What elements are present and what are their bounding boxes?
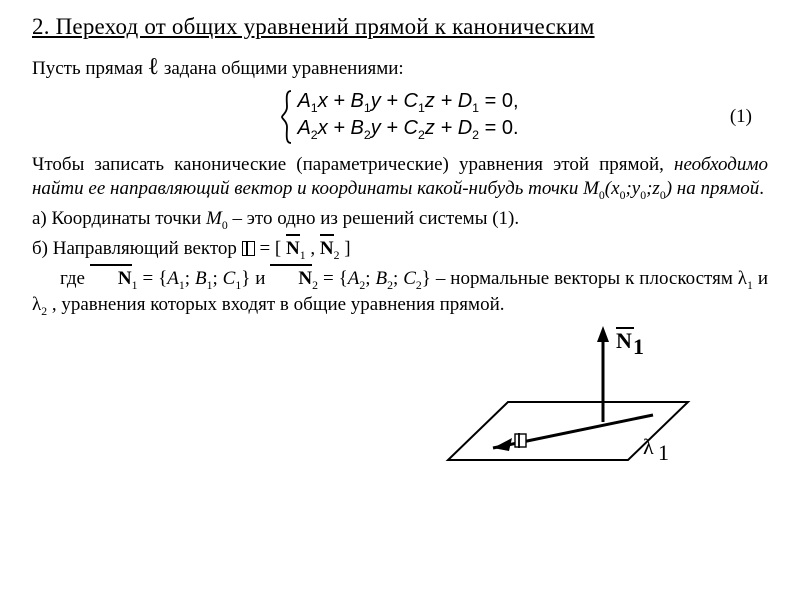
left-brace bbox=[281, 89, 293, 145]
item-a: а) Координаты точки M0 – это одно из реш… bbox=[32, 207, 768, 233]
where-n1: N bbox=[90, 267, 132, 291]
equation-system-row: A1x + B1y + C1z + D1 = 0, A2x + B2y + C2… bbox=[32, 89, 768, 145]
direction-box-on-line bbox=[515, 433, 526, 448]
vec-n1: N bbox=[286, 237, 300, 261]
where-paragraph: где N1 = {A1; B1; C1} и N2 = {A2; B2; C2… bbox=[32, 267, 768, 319]
direction-vector-symbol bbox=[242, 241, 255, 256]
lambda-label: λ bbox=[643, 434, 654, 459]
n1-sub: 1 bbox=[633, 334, 644, 359]
system-lines: A1x + B1y + C1z + D1 = 0, A2x + B2y + C2… bbox=[297, 89, 518, 145]
item-a-right: – это одно из решений системы (1). bbox=[232, 208, 519, 229]
vec-n2: N bbox=[320, 237, 334, 261]
system-line-1: A1x + B1y + C1z + D1 = 0, bbox=[297, 89, 518, 116]
script-ell: ℓ bbox=[148, 54, 160, 80]
equation-number: (1) bbox=[730, 106, 752, 128]
plane-figure: N 1 λ 1 bbox=[408, 320, 738, 485]
n1-label: N bbox=[616, 328, 632, 353]
intro-prefix: Пусть прямая bbox=[32, 58, 148, 79]
item-a-left: а) Координаты точки bbox=[32, 208, 206, 229]
figure-area: N 1 λ 1 bbox=[32, 320, 768, 485]
system-line-2: A2x + B2y + C2z + D2 = 0. bbox=[297, 116, 518, 143]
m0-symbol: M bbox=[206, 208, 222, 229]
lambda-sub: 1 bbox=[658, 440, 669, 465]
where-n2: N bbox=[270, 267, 312, 291]
intro-line: Пусть прямая ℓ задана общими уравнениями… bbox=[32, 52, 768, 83]
line-arrowhead bbox=[493, 438, 512, 451]
item-b-left: б) Направляющий вектор bbox=[32, 238, 242, 259]
body-plain-1: Чтобы записать канонические (параметриче… bbox=[32, 154, 674, 175]
body-paragraph: Чтобы записать канонические (параметриче… bbox=[32, 153, 768, 203]
equation-system: A1x + B1y + C1z + D1 = 0, A2x + B2y + C2… bbox=[281, 89, 518, 145]
intro-suffix: задана общими уравнениями: bbox=[164, 58, 404, 79]
slide-page: 2. Переход от общих уравнений прямой к к… bbox=[0, 0, 800, 485]
item-b: б) Направляющий вектор = [ N1 , N2 ] bbox=[32, 237, 768, 263]
section-heading: 2. Переход от общих уравнений прямой к к… bbox=[32, 14, 768, 40]
normal-arrowhead bbox=[597, 326, 609, 342]
vec-eq-mid: = [ bbox=[259, 238, 286, 259]
